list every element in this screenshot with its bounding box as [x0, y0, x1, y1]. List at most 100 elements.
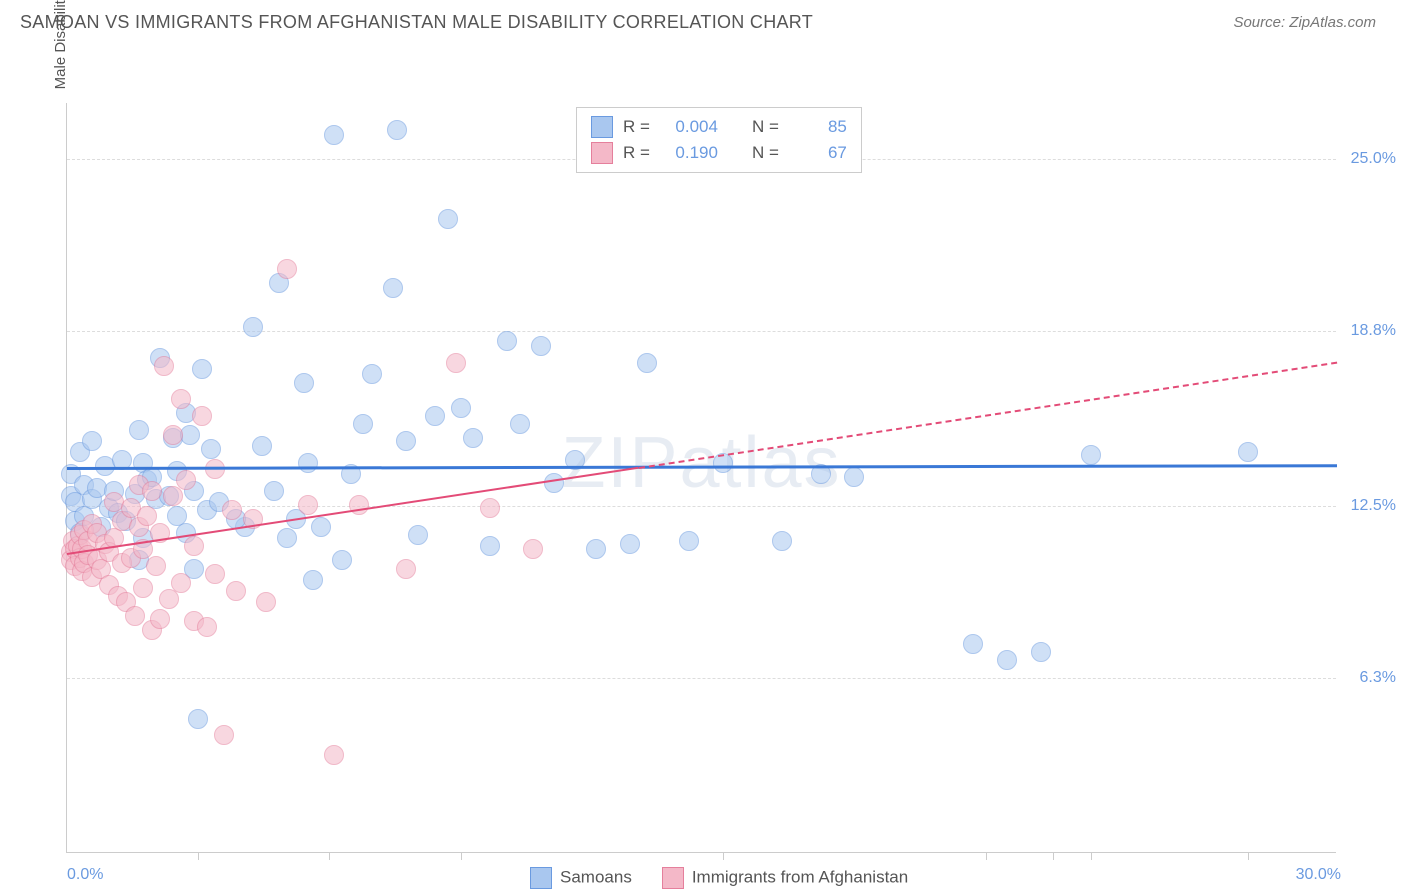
- scatter-point: [294, 373, 314, 393]
- scatter-point: [226, 581, 246, 601]
- legend-r-label: R =: [623, 143, 650, 163]
- scatter-point: [772, 531, 792, 551]
- scatter-point: [192, 406, 212, 426]
- gridline: [67, 506, 1336, 507]
- scatter-point: [146, 556, 166, 576]
- scatter-point: [510, 414, 530, 434]
- scatter-point: [133, 578, 153, 598]
- scatter-point: [171, 573, 191, 593]
- scatter-point: [163, 486, 183, 506]
- legend-swatch: [591, 142, 613, 164]
- scatter-point: [586, 539, 606, 559]
- scatter-point: [1031, 642, 1051, 662]
- scatter-point: [277, 528, 297, 548]
- scatter-point: [252, 436, 272, 456]
- gridline: [67, 678, 1336, 679]
- legend-n-label: N =: [752, 117, 779, 137]
- scatter-point: [171, 389, 191, 409]
- legend-n-label: N =: [752, 143, 779, 163]
- scatter-point: [129, 420, 149, 440]
- legend-series: Samoans Immigrants from Afghanistan: [530, 867, 908, 889]
- x-tick: [329, 852, 330, 860]
- legend-stats-row: R = 0.004 N = 85: [591, 114, 847, 140]
- legend-n-value: 85: [789, 117, 847, 137]
- chart-title: SAMOAN VS IMMIGRANTS FROM AFGHANISTAN MA…: [20, 12, 813, 33]
- scatter-point: [192, 359, 212, 379]
- y-tick-label: 12.5%: [1351, 497, 1396, 515]
- scatter-point: [264, 481, 284, 501]
- x-axis-min-label: 0.0%: [67, 866, 103, 884]
- scatter-point: [184, 536, 204, 556]
- scatter-point: [197, 617, 217, 637]
- trend-line: [638, 361, 1337, 468]
- scatter-point: [324, 745, 344, 765]
- legend-r-value: 0.004: [660, 117, 718, 137]
- scatter-point: [163, 425, 183, 445]
- plot-area: ZIPatlas 6.3%12.5%18.8%25.0%0.0%30.0%: [66, 103, 1336, 853]
- scatter-point: [205, 564, 225, 584]
- scatter-point: [176, 470, 196, 490]
- legend-series-label: Samoans: [560, 867, 632, 886]
- scatter-point: [298, 453, 318, 473]
- scatter-point: [362, 364, 382, 384]
- scatter-point: [679, 531, 699, 551]
- scatter-point: [243, 317, 263, 337]
- scatter-point: [383, 278, 403, 298]
- scatter-point: [303, 570, 323, 590]
- legend-series-label: Immigrants from Afghanistan: [692, 867, 908, 886]
- x-tick: [198, 852, 199, 860]
- legend-series-item: Samoans: [530, 867, 632, 889]
- x-tick: [1053, 852, 1054, 860]
- scatter-point: [480, 498, 500, 518]
- scatter-point: [531, 336, 551, 356]
- scatter-point: [480, 536, 500, 556]
- trend-line: [67, 464, 1337, 470]
- scatter-point: [125, 606, 145, 626]
- scatter-point: [277, 259, 297, 279]
- x-tick: [461, 852, 462, 860]
- scatter-point: [637, 353, 657, 373]
- legend-series-item: Immigrants from Afghanistan: [662, 867, 908, 889]
- y-axis-label: Male Disability: [52, 0, 69, 89]
- source-label: Source: ZipAtlas.com: [1233, 14, 1376, 31]
- scatter-point: [142, 481, 162, 501]
- scatter-point: [324, 125, 344, 145]
- scatter-point: [222, 500, 242, 520]
- scatter-point: [311, 517, 331, 537]
- legend-swatch: [530, 867, 552, 889]
- scatter-point: [523, 539, 543, 559]
- scatter-point: [497, 331, 517, 351]
- scatter-point: [408, 525, 428, 545]
- scatter-point: [387, 120, 407, 140]
- legend-stats: R =0.004N =85R =0.190N =67: [576, 107, 862, 173]
- scatter-point: [353, 414, 373, 434]
- legend-swatch: [662, 867, 684, 889]
- watermark: ZIPatlas: [561, 422, 841, 504]
- scatter-point: [997, 650, 1017, 670]
- legend-r-value: 0.190: [660, 143, 718, 163]
- scatter-point: [396, 431, 416, 451]
- scatter-point: [963, 634, 983, 654]
- x-axis-max-label: 30.0%: [1296, 866, 1341, 884]
- scatter-point: [150, 609, 170, 629]
- scatter-point: [201, 439, 221, 459]
- header: SAMOAN VS IMMIGRANTS FROM AFGHANISTAN MA…: [0, 0, 1406, 41]
- legend-r-label: R =: [623, 117, 650, 137]
- y-tick-label: 6.3%: [1360, 669, 1396, 687]
- legend-stats-row: R =0.190N =67: [591, 140, 847, 166]
- scatter-point: [844, 467, 864, 487]
- scatter-point: [188, 709, 208, 729]
- scatter-point: [620, 534, 640, 554]
- scatter-point: [438, 209, 458, 229]
- scatter-point: [1081, 445, 1101, 465]
- x-tick: [1248, 852, 1249, 860]
- scatter-point: [332, 550, 352, 570]
- scatter-point: [1238, 442, 1258, 462]
- x-tick: [1091, 852, 1092, 860]
- scatter-point: [451, 398, 471, 418]
- y-tick-label: 25.0%: [1351, 150, 1396, 168]
- scatter-point: [425, 406, 445, 426]
- scatter-point: [446, 353, 466, 373]
- scatter-point: [298, 495, 318, 515]
- scatter-point: [159, 589, 179, 609]
